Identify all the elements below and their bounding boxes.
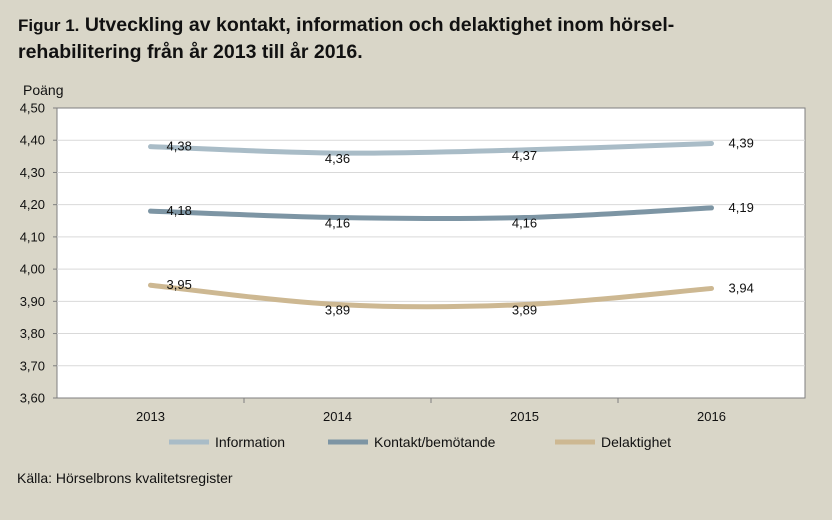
data-label: 3,95	[167, 277, 192, 292]
y-tick-label: 3,60	[20, 391, 45, 406]
chart-title-prefix: Figur 1.	[18, 16, 80, 35]
data-label: 3,94	[729, 280, 754, 295]
series-line-2	[148, 205, 714, 222]
data-label: 4,39	[729, 135, 754, 150]
data-label: 4,37	[512, 148, 537, 163]
data-label: 4,18	[167, 203, 192, 218]
x-tick-label: 2013	[136, 409, 165, 424]
data-label: 4,19	[729, 200, 754, 215]
y-tick-label: 3,70	[20, 358, 45, 373]
y-tick-label: 4,10	[20, 229, 45, 244]
data-label: 4,38	[167, 139, 192, 154]
chart-title-line-2: rehabilitering från år 2013 till år 2016…	[18, 41, 363, 63]
x-tick-label: 2014	[323, 409, 352, 424]
data-label: 4,16	[512, 216, 537, 231]
series-line-3	[148, 282, 714, 310]
data-label: 3,89	[512, 303, 537, 318]
legend-label: Kontakt/bemötande	[374, 434, 496, 450]
data-label: 4,36	[325, 151, 350, 166]
plot-area	[56, 107, 806, 399]
y-tick-label: 4,00	[20, 262, 45, 277]
chart-title-line-1: Utveckling av kontakt, information och d…	[84, 14, 675, 36]
y-tick-label: 4,20	[20, 197, 45, 212]
chart-title: Figur 1. Utveckling av kontakt, informat…	[18, 12, 818, 66]
y-tick-label: 4,40	[20, 133, 45, 148]
series-line-1	[148, 140, 714, 156]
legend-label: Delaktighet	[601, 434, 671, 450]
y-tick-label: 4,30	[20, 165, 45, 180]
legend-label: Information	[215, 434, 285, 450]
x-tick-label: 2016	[697, 409, 726, 424]
y-tick-label: 3,90	[20, 294, 45, 309]
y-axis-title: Poäng	[23, 82, 63, 98]
source-note: Källa: Hörselbrons kvalitetsregister	[17, 470, 233, 486]
y-tick-label: 3,80	[20, 326, 45, 341]
data-label: 4,16	[325, 216, 350, 231]
y-tick-label: 4,50	[20, 101, 45, 116]
data-label: 3,89	[325, 303, 350, 318]
x-tick-label: 2015	[510, 409, 539, 424]
